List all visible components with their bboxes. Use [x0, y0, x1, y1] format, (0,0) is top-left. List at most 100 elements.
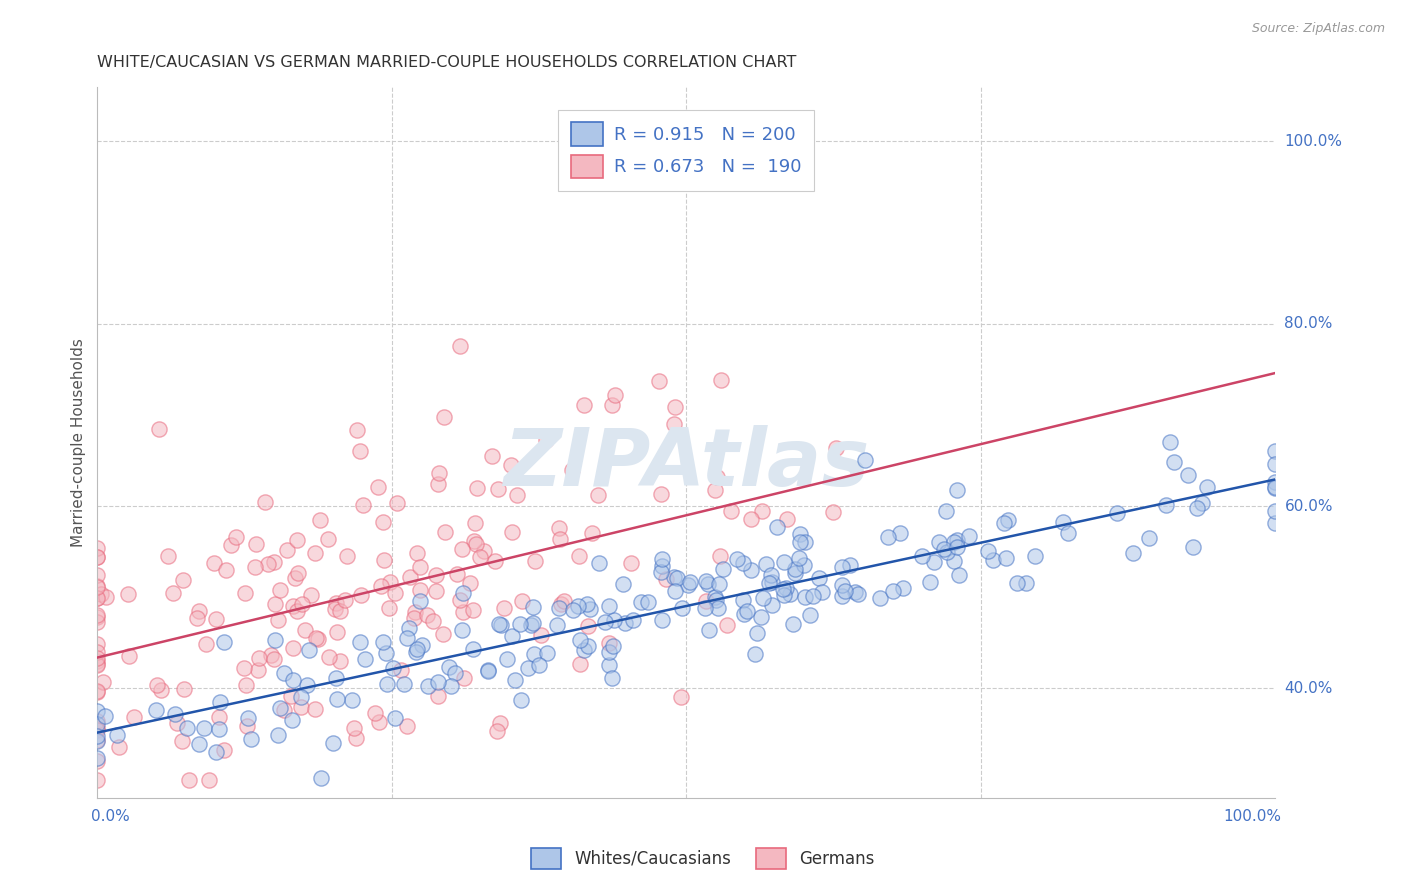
Point	[772, 582, 794, 597]
Point	[368, 714, 391, 729]
Text: Source: ZipAtlas.com: Source: ZipAtlas.com	[1251, 22, 1385, 36]
Point	[1264, 516, 1286, 531]
Point	[395, 719, 418, 733]
Point	[349, 444, 371, 458]
Point	[145, 703, 167, 717]
Point	[1107, 506, 1129, 520]
Point	[752, 591, 775, 605]
Point	[598, 645, 620, 659]
Point	[318, 533, 340, 547]
Point	[695, 594, 717, 608]
Point	[326, 625, 349, 640]
Point	[194, 637, 217, 651]
Point	[510, 594, 533, 608]
Point	[86, 609, 108, 624]
Point	[427, 689, 450, 703]
Point	[86, 654, 108, 668]
Point	[789, 535, 811, 549]
Point	[1177, 467, 1199, 482]
Point	[882, 583, 904, 598]
Point	[86, 549, 108, 564]
Point	[392, 677, 415, 691]
Point	[325, 596, 347, 610]
Point	[922, 555, 945, 569]
Point	[285, 604, 308, 618]
Point	[307, 632, 329, 646]
Point	[725, 551, 748, 566]
Point	[215, 563, 238, 577]
Point	[664, 584, 686, 599]
Text: 80.0%: 80.0%	[1285, 316, 1333, 331]
Point	[86, 607, 108, 622]
Point	[273, 665, 295, 680]
Point	[219, 538, 242, 552]
Point	[451, 606, 474, 620]
Point	[179, 772, 201, 787]
Point	[202, 556, 225, 570]
Point	[118, 648, 141, 663]
Point	[426, 476, 449, 491]
Point	[745, 625, 768, 640]
Point	[259, 648, 281, 662]
Text: 100.0%: 100.0%	[1223, 809, 1281, 824]
Point	[1264, 457, 1286, 471]
Point	[669, 690, 692, 705]
Text: 100.0%: 100.0%	[1285, 134, 1343, 149]
Point	[655, 572, 678, 586]
Point	[824, 441, 846, 455]
Point	[281, 641, 304, 656]
Point	[263, 652, 285, 666]
Point	[416, 607, 439, 622]
Point	[831, 590, 853, 604]
Point	[648, 374, 671, 388]
Point	[787, 550, 810, 565]
Point	[378, 600, 401, 615]
Point	[911, 549, 934, 563]
Point	[586, 488, 609, 502]
Legend: R = 0.915   N = 200, R = 0.673   N =  190: R = 0.915 N = 200, R = 0.673 N = 190	[558, 110, 814, 191]
Point	[695, 574, 717, 588]
Point	[263, 555, 285, 569]
Point	[318, 650, 340, 665]
Point	[484, 554, 506, 568]
Point	[720, 504, 742, 518]
Point	[422, 614, 444, 628]
Point	[86, 733, 108, 747]
Point	[280, 689, 302, 703]
Point	[536, 647, 558, 661]
Point	[464, 516, 486, 531]
Point	[831, 578, 853, 592]
Point	[267, 614, 290, 628]
Point	[86, 684, 108, 698]
Point	[621, 613, 644, 627]
Point	[416, 679, 439, 693]
Point	[664, 400, 686, 414]
Point	[176, 721, 198, 735]
Point	[703, 483, 725, 497]
Point	[710, 373, 733, 387]
Point	[489, 716, 512, 731]
Point	[783, 562, 806, 576]
Point	[1191, 495, 1213, 509]
Point	[353, 652, 375, 666]
Point	[794, 590, 817, 604]
Point	[453, 671, 475, 685]
Point	[846, 587, 869, 601]
Point	[664, 570, 686, 584]
Point	[465, 537, 488, 551]
Point	[86, 580, 108, 594]
Point	[149, 682, 172, 697]
Point	[281, 713, 304, 727]
Point	[581, 525, 603, 540]
Point	[238, 711, 260, 725]
Point	[935, 504, 957, 518]
Point	[311, 771, 333, 785]
Point	[869, 591, 891, 606]
Point	[254, 495, 277, 509]
Point	[709, 549, 731, 563]
Point	[662, 417, 685, 431]
Point	[676, 577, 699, 591]
Point	[671, 601, 693, 615]
Point	[107, 740, 129, 755]
Point	[333, 592, 356, 607]
